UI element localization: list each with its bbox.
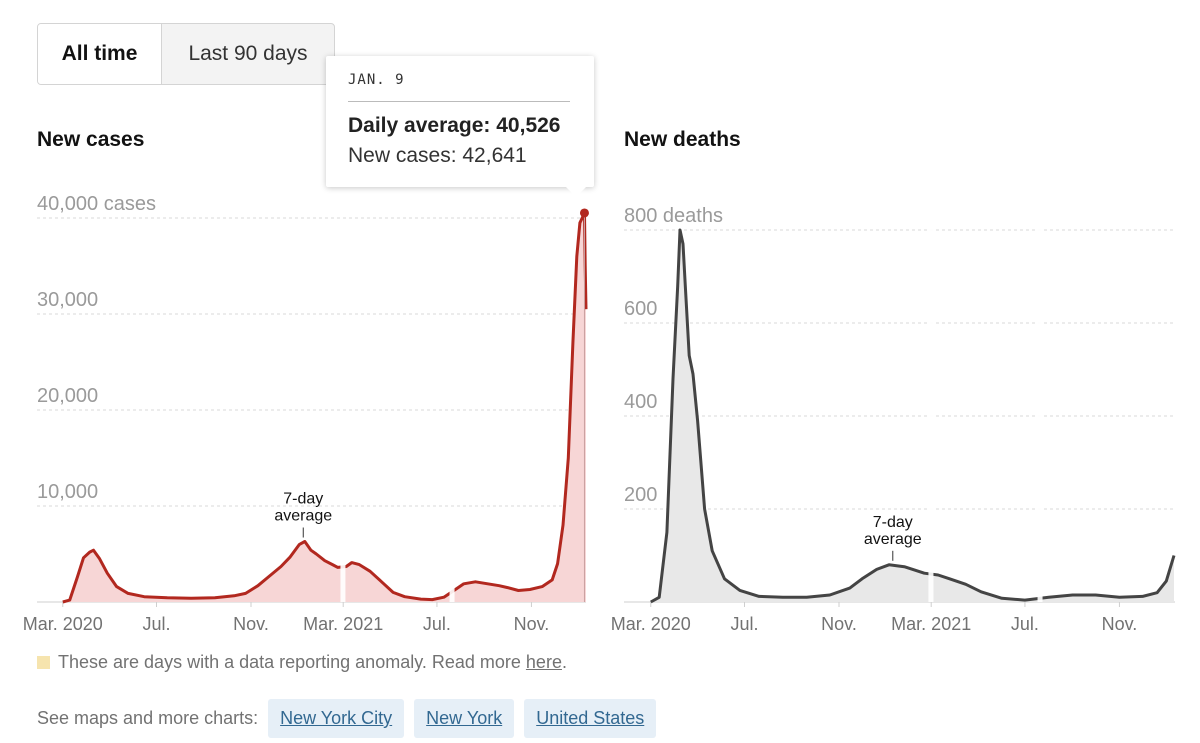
more-charts-label: See maps and more charts: [37, 708, 259, 728]
x-tick-label: Mar. 2020 [23, 614, 103, 634]
series-area [62, 213, 587, 602]
deaths-chart[interactable]: 200 400 600 800 deaths Mar. 2020 Jul. Nov. Mar.… [590, 0, 1190, 640]
y-tick-label: 800 deaths [624, 205, 723, 227]
x-tick-label: Mar. 2021 [303, 614, 383, 634]
annotation-line2: average [274, 508, 332, 525]
last-90-days-button[interactable]: Last 90 days [188, 42, 308, 65]
cases-chart[interactable]: 10,000 20,000 30,000 40,000 cases Mar. 2020 J… [0, 193, 600, 640]
link-new-york[interactable]: New York [414, 699, 515, 738]
anomaly-note-text: These are days with a data reporting ano… [58, 652, 521, 672]
all-time-button[interactable]: All time [38, 24, 162, 84]
y-tick-label: 40,000 cases [37, 193, 156, 215]
x-tick-label: Mar. 2020 [611, 614, 691, 634]
x-tick-label: Jul. [142, 614, 170, 634]
anomaly-gap [449, 559, 455, 602]
y-tick-label: 200 [624, 484, 657, 506]
anomaly-read-more-link[interactable]: here [525, 652, 562, 672]
y-tick-label: 400 [624, 391, 657, 413]
annotation-line1: 7-day [873, 514, 913, 531]
x-tick-label: Nov. [1102, 614, 1138, 634]
x-tick-label: Mar. 2021 [891, 614, 971, 634]
annotation-line1: 7-day [283, 491, 323, 508]
anomaly-note: These are days with a data reporting ano… [37, 652, 567, 673]
deaths-chart-title: New deaths [624, 128, 741, 151]
y-tick-label: 20,000 [37, 385, 98, 407]
series-area [650, 230, 1174, 602]
x-tick-label: Nov. [514, 614, 550, 634]
tooltip: JAN. 9 Daily average: 40,526 New cases: … [326, 56, 594, 197]
link-united-states[interactable]: United States [524, 699, 657, 738]
anomaly-gap [340, 559, 346, 602]
annotation-line2: average [864, 531, 922, 548]
series-line [62, 211, 588, 604]
y-tick-label: 600 [624, 298, 657, 320]
tooltip-arrow [566, 187, 586, 197]
highlight-point [579, 208, 589, 218]
tooltip-date: JAN. 9 [348, 72, 405, 88]
y-tick-label: 30,000 [37, 289, 98, 311]
x-tick-label: Jul. [730, 614, 758, 634]
x-tick-label: Nov. [233, 614, 269, 634]
cases-chart-title: New cases [37, 128, 145, 151]
more-charts: See maps and more charts: New York City … [37, 699, 657, 738]
y-tick-label: 10,000 [37, 481, 98, 503]
range-toggle: All time Last 90 days [37, 23, 335, 85]
anomaly-swatch [37, 656, 50, 669]
series-line [650, 228, 1176, 604]
anomaly-gap [928, 0, 934, 602]
link-new-york-city[interactable]: New York City [268, 699, 405, 738]
tooltip-daily-average: Daily average: 40,526 [348, 114, 561, 137]
x-tick-label: Jul. [1011, 614, 1039, 634]
x-tick-label: Jul. [423, 614, 451, 634]
anomaly-gap [1037, 0, 1043, 602]
x-tick-label: Nov. [821, 614, 857, 634]
tooltip-new-cases: New cases: 42,641 [348, 144, 527, 167]
tooltip-divider [348, 101, 570, 102]
anomaly-note-period: . [561, 652, 567, 672]
